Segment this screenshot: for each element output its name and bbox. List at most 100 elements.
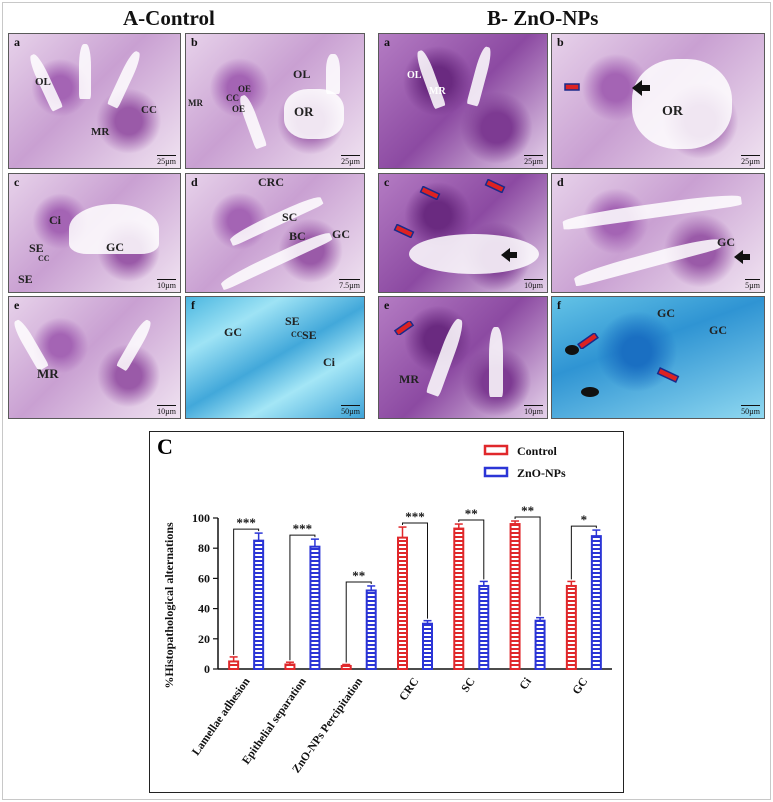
scale-bar: 50µm [341, 405, 360, 416]
bar [309, 545, 321, 670]
significance-label: *** [293, 521, 313, 536]
bar [365, 589, 377, 670]
panel-letter: a [384, 35, 390, 49]
panel-letter: b [191, 35, 198, 49]
legend-swatch [483, 466, 509, 478]
red-arrow-icon [393, 321, 415, 335]
bar [253, 539, 265, 671]
annotation-label: CRC [258, 175, 284, 189]
panel-a-b: b OL OR MR OE CC OE 25µm [185, 33, 365, 169]
x-tick-label: GC [571, 676, 591, 697]
y-axis-label: %Histopathological alternations [162, 522, 176, 689]
panel-a-d: d CRC SC BC GC 7.5µm [185, 173, 365, 293]
bar [453, 527, 465, 670]
panel-b-b: b OR 25µm [551, 33, 765, 169]
annotation-label: BC [289, 229, 306, 243]
significance-bracket [458, 519, 485, 580]
annotation-label: CC [226, 93, 239, 103]
annotation-label: OE [238, 84, 252, 94]
annotation-label: CC [38, 254, 50, 263]
significance-label: ** [352, 568, 365, 583]
panel-b-d: d GC 5µm [551, 173, 765, 293]
scale-bar: 25µm [341, 155, 360, 166]
red-arrow-icon [484, 179, 506, 193]
legend-swatch [483, 444, 509, 456]
significance-bracket [233, 528, 260, 655]
chart-panel: C 0 20 40 60 80 100 %Histopathological alterna… [149, 431, 624, 793]
annotation-label: GC [717, 235, 735, 249]
panel-letter: f [191, 298, 195, 312]
arrow-icon [734, 250, 750, 264]
annotation-label: Ci [49, 213, 61, 227]
bar-chart: 0 20 40 60 80 100 %Histopathological alternati… [162, 444, 612, 775]
annotation-label: Ci [323, 355, 335, 369]
scale-bar: 25µm [524, 155, 543, 166]
scale-bar: 10µm [524, 279, 543, 290]
red-arrow-icon [393, 224, 415, 238]
x-tick-label: Ci [518, 675, 535, 692]
annotation-label: SE [285, 314, 300, 328]
x-tick-label: Lamellae adhesion [190, 675, 253, 757]
bar [478, 584, 490, 670]
significance-bracket [570, 525, 597, 580]
significance-bracket [402, 522, 428, 619]
annotation-label: SE [302, 328, 317, 342]
bar [565, 584, 577, 670]
annotation-label: OL [293, 67, 311, 81]
red-arrow-icon [577, 333, 599, 349]
annotation-label: SE [29, 241, 44, 255]
annotation-label: MR [429, 86, 446, 97]
scale-bar: 50µm [741, 405, 760, 416]
significance-bracket [514, 516, 541, 616]
significance-label: ** [521, 503, 534, 518]
scale-bar: 25µm [741, 155, 760, 166]
bar [228, 660, 240, 670]
arrow-icon [632, 80, 650, 96]
annotation-label: CC [291, 330, 303, 339]
panel-a-e: e MR 10µm [8, 296, 181, 419]
annotation-label: OL [407, 70, 422, 81]
significance-label: *** [405, 509, 425, 524]
annotation-label: GC [332, 227, 350, 241]
annotation-label: GC [106, 240, 124, 254]
bar [509, 523, 521, 671]
bar [397, 536, 408, 670]
group-a-title: A-Control [123, 6, 215, 30]
y-tick-label: 20 [198, 632, 210, 646]
annotation-label: GC [224, 325, 242, 339]
significance-label: ** [465, 506, 478, 521]
panel-letter: b [557, 35, 564, 49]
annotation-label: OR [294, 104, 314, 119]
bar [422, 622, 433, 670]
annotation-label: GC [709, 323, 727, 337]
arrow-icon [501, 248, 517, 262]
y-tick-label: 40 [198, 602, 210, 616]
x-tick-label: CRC [397, 676, 421, 703]
significance-bracket [345, 581, 372, 663]
significance-label: *** [236, 515, 256, 530]
scale-bar: 10µm [524, 405, 543, 416]
scale-bar: 25µm [157, 155, 176, 166]
panel-b-e: e MR 10µm [378, 296, 548, 419]
panel-a-c: c Ci GC SE CC SE 10µm [8, 173, 181, 293]
chart-letter: C [157, 434, 173, 459]
legend-label: ZnO-NPs [517, 466, 566, 480]
annotation-label: SE [18, 272, 33, 286]
panel-letter: c [384, 175, 390, 189]
annotation-label: OR [662, 104, 683, 119]
y-tick-label: 60 [198, 571, 210, 585]
panel-letter: f [557, 298, 561, 312]
annotation-label: SC [282, 210, 298, 224]
panel-a-a: a OL MR CC 25µm [8, 33, 181, 169]
bar [534, 619, 546, 670]
annotation-label: MR [37, 366, 59, 381]
panel-letter: d [557, 175, 564, 189]
panel-b-c: c 10µm [378, 173, 548, 293]
scale-bar: 7.5µm [339, 279, 360, 290]
annotation-label: MR [188, 98, 203, 108]
scale-bar: 10µm [157, 279, 176, 290]
panel-letter: e [384, 298, 390, 312]
y-tick-label: 80 [198, 541, 210, 555]
annotation-label: OL [35, 76, 51, 88]
